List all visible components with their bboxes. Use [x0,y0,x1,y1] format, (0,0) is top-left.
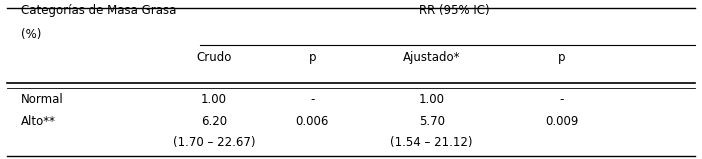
Text: (1.54 – 21.12): (1.54 – 21.12) [390,136,473,149]
Text: (%): (%) [21,28,41,41]
Text: Crudo: Crudo [197,51,232,64]
Text: Normal: Normal [21,93,64,106]
Text: Categorías de Masa Grasa: Categorías de Masa Grasa [21,4,176,17]
Text: 6.20: 6.20 [201,115,227,128]
Text: 0.006: 0.006 [296,115,329,128]
Text: Alto**: Alto** [21,115,56,128]
Text: 5.70: 5.70 [418,115,445,128]
Text: 1.00: 1.00 [418,93,445,106]
Text: p: p [309,51,316,64]
Text: Ajustado*: Ajustado* [403,51,461,64]
Text: RR (95% IC): RR (95% IC) [419,4,490,17]
Text: -: - [559,93,564,106]
Text: 1.00: 1.00 [201,93,227,106]
Text: 0.009: 0.009 [545,115,578,128]
Text: p: p [558,51,565,64]
Text: (1.70 – 22.67): (1.70 – 22.67) [173,136,256,149]
Text: -: - [310,93,314,106]
